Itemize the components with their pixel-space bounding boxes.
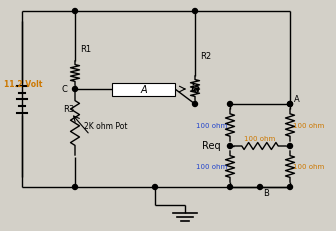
Circle shape [227,144,233,149]
Circle shape [193,102,198,107]
Circle shape [227,102,233,107]
Circle shape [193,9,198,14]
Text: R3: R3 [63,105,74,113]
Text: R1: R1 [80,44,91,53]
Text: C: C [61,85,67,94]
Text: A: A [140,85,147,94]
Text: 100 ohm: 100 ohm [244,135,276,141]
Circle shape [227,185,233,190]
Circle shape [288,144,293,149]
Text: ia: ia [191,84,201,94]
Text: B: B [263,188,269,197]
Text: R2: R2 [200,52,211,61]
Text: 100 ohm: 100 ohm [196,122,227,128]
Text: 11.2 Volt: 11.2 Volt [4,80,42,89]
FancyBboxPatch shape [112,83,175,96]
Text: 100 ohm: 100 ohm [293,164,324,170]
Circle shape [288,102,293,107]
Circle shape [73,87,78,92]
Circle shape [153,185,158,190]
Text: 100 ohm: 100 ohm [196,164,227,170]
Text: 2K ohm Pot: 2K ohm Pot [84,122,127,131]
Circle shape [288,102,293,107]
Text: A: A [294,94,300,103]
Circle shape [73,9,78,14]
Circle shape [288,185,293,190]
Text: 100 ohm: 100 ohm [293,122,324,128]
Circle shape [73,185,78,190]
Text: Req: Req [202,141,221,151]
Circle shape [257,185,262,190]
